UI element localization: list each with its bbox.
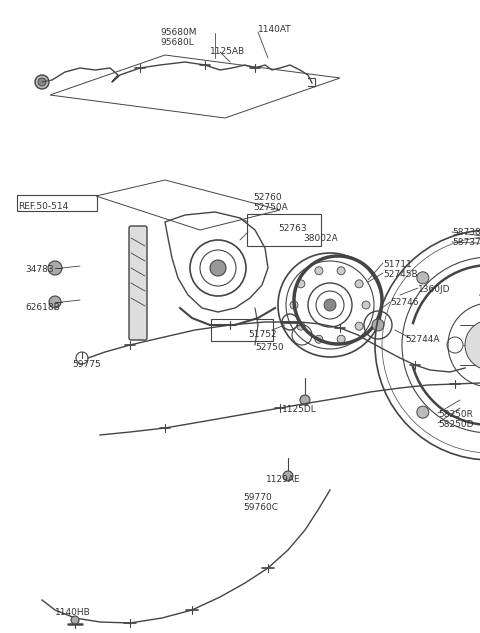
- Text: REF.50-514: REF.50-514: [18, 202, 68, 211]
- Text: 59770: 59770: [243, 493, 272, 502]
- Text: 1125DL: 1125DL: [282, 405, 317, 414]
- Circle shape: [300, 395, 310, 405]
- Circle shape: [372, 319, 384, 331]
- Circle shape: [210, 260, 226, 276]
- Circle shape: [337, 335, 345, 343]
- Text: 1140AT: 1140AT: [258, 25, 292, 34]
- Text: 52750A: 52750A: [253, 203, 288, 212]
- Circle shape: [324, 299, 336, 311]
- Text: 95680L: 95680L: [160, 38, 194, 47]
- Text: 59760C: 59760C: [243, 503, 278, 512]
- Text: 95680M: 95680M: [160, 28, 196, 37]
- Text: 58738E: 58738E: [452, 228, 480, 237]
- Text: 52750: 52750: [255, 343, 284, 352]
- Circle shape: [417, 272, 429, 284]
- Text: 34783: 34783: [25, 265, 54, 274]
- Circle shape: [49, 296, 61, 308]
- Circle shape: [315, 266, 323, 275]
- Circle shape: [71, 616, 79, 624]
- Text: 52746: 52746: [390, 298, 419, 307]
- Circle shape: [465, 320, 480, 370]
- Text: 1125AB: 1125AB: [210, 47, 245, 56]
- Text: 58250D: 58250D: [438, 420, 473, 429]
- Text: 52763: 52763: [278, 224, 307, 233]
- Text: 1360JD: 1360JD: [418, 285, 451, 294]
- Circle shape: [35, 75, 49, 89]
- Circle shape: [297, 322, 305, 330]
- Circle shape: [290, 301, 298, 309]
- Text: 52744A: 52744A: [405, 335, 440, 344]
- Text: 1140HB: 1140HB: [55, 608, 91, 617]
- Text: 58737D: 58737D: [452, 238, 480, 247]
- Circle shape: [355, 322, 363, 330]
- Text: 1129AE: 1129AE: [266, 475, 300, 484]
- Circle shape: [337, 266, 345, 275]
- Circle shape: [362, 301, 370, 309]
- Circle shape: [38, 78, 46, 86]
- Circle shape: [315, 335, 323, 343]
- Text: 52745B: 52745B: [383, 270, 418, 279]
- FancyBboxPatch shape: [129, 226, 147, 340]
- Circle shape: [283, 471, 293, 481]
- Text: 51711: 51711: [383, 260, 412, 269]
- Text: 58250R: 58250R: [438, 410, 473, 419]
- Text: 52760: 52760: [253, 193, 282, 202]
- Text: 59775: 59775: [72, 360, 101, 369]
- Circle shape: [355, 280, 363, 288]
- Circle shape: [417, 406, 429, 418]
- Circle shape: [297, 280, 305, 288]
- Text: 62618B: 62618B: [25, 303, 60, 312]
- Circle shape: [48, 261, 62, 275]
- Text: 38002A: 38002A: [303, 234, 338, 243]
- Text: 51752: 51752: [248, 330, 276, 339]
